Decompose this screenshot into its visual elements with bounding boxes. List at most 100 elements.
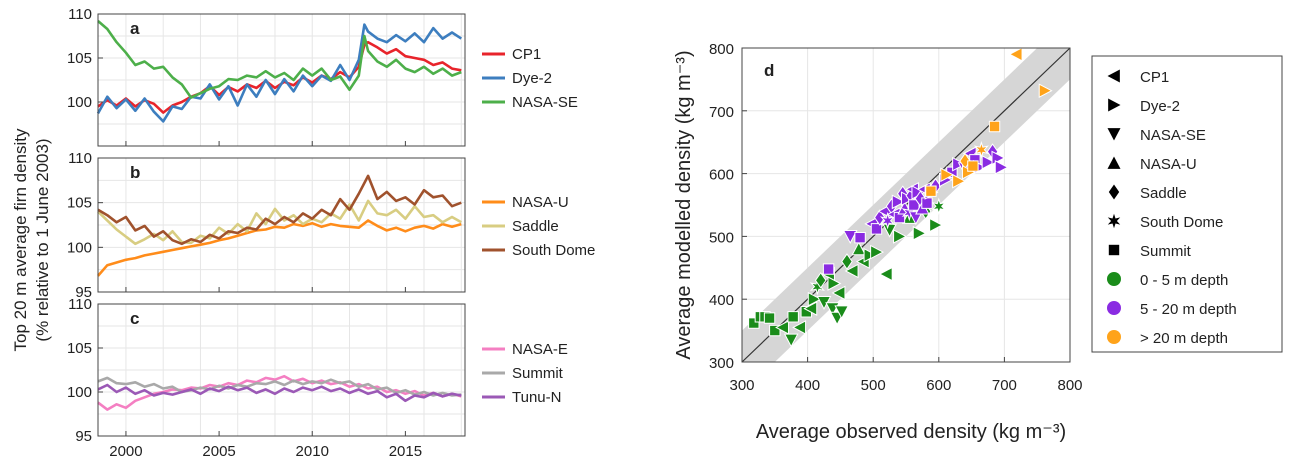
x-tick-label: 2005 [202,443,235,460]
data-point [952,173,967,189]
y-tick-label: 100 [67,384,92,401]
x-tick-label: 400 [795,377,820,394]
legend-label: Dye-2 [512,70,552,87]
data-point [878,266,893,282]
data-point [908,211,924,226]
legend-label: Dye-2 [1140,98,1180,115]
y-tick-label: 105 [67,195,92,212]
y-tick-label: 300 [709,355,734,372]
legend-label: Summit [512,365,564,382]
data-point [893,229,908,244]
data-point [851,241,867,256]
series-line-south-dome [97,174,462,246]
legend-label: South Dome [512,242,595,259]
x-tick-label: 600 [926,377,951,394]
legend-box [1091,55,1283,353]
data-point [844,263,859,279]
legend-label: Summit [1140,243,1192,260]
data-point [775,320,790,335]
y-tick-label: 500 [709,229,734,246]
data-point [807,291,822,307]
y-tick-label: 600 [709,167,734,184]
data-point [763,312,776,324]
legend-label: NASA-SE [1140,127,1206,144]
y-tick-label: 110 [68,150,92,167]
legend-marker-triangle-left [1107,69,1120,83]
legend-label: NASA-SE [512,94,578,111]
legend-marker-triangle-right [1108,98,1121,112]
y-tick-label: 800 [709,41,734,58]
data-point [834,305,850,320]
legend-label: NASA-U [512,194,569,211]
legend-marker-triangle-down [1107,128,1121,141]
series-line-saddle [97,199,462,246]
legend-marker-square [1108,244,1120,256]
data-point [921,197,933,209]
x-tick-label: 700 [992,377,1017,394]
panel-letter: b [130,163,140,182]
data-point [882,223,897,238]
data-point [912,225,927,241]
data-point [1038,83,1053,99]
panel-b: 95 100 105 110 b NASA-U Saddle South Dome [67,150,595,301]
x-axis-label: Average observed density (kg m⁻³) [756,421,1066,443]
x-tick-label: 500 [861,377,886,394]
data-point [967,160,979,172]
panel-d: 300 400 500 600 700 800 300 400 500 600 700 800 d Ave… [673,41,1283,443]
legend-label: > 20 m depth [1140,330,1228,347]
data-point [822,263,835,275]
y-tick-label: 105 [67,340,92,357]
data-point [854,231,866,244]
data-point [940,167,955,183]
y-tick-label: 110 [68,296,92,313]
axes-frame [97,303,466,437]
legend-label: South Dome [1140,214,1223,231]
legend-color-dot [1107,301,1121,315]
data-point [891,194,906,210]
axes-frame [97,13,466,147]
data-point [787,311,799,323]
panel-c: 95 100 105 110 2000 2005 2010 2015 c NASA-E Summit… [67,296,568,460]
shared-ylabel-line2: (% relative to 1 June 2003) [33,138,52,341]
legend-label: 0 - 5 m depth [1140,272,1228,289]
y-tick-label: 95 [75,284,92,301]
legend-color-dot [1107,272,1121,286]
data-point [841,253,853,270]
shared-ylabel-line1: Top 20 m average firn density [11,128,30,352]
legend-label: Saddle [1140,185,1187,202]
series-line-nasa-se [97,20,462,99]
legend-label: Saddle [512,218,559,235]
x-tick-label: 2000 [109,443,142,460]
legend-label: Tunu-N [512,389,561,406]
panel-letter: a [130,19,140,38]
x-tick-label: 2010 [296,443,329,460]
series-line-nasa-u [97,219,462,277]
y-tick-label: 100 [67,239,92,256]
y-axis-label: Average modelled density (kg m⁻³) [673,50,695,359]
legend-label: CP1 [512,46,541,63]
series-line-nasa-e [97,374,462,411]
panel-letter: d [764,61,774,80]
y-tick-label: 700 [709,104,734,121]
series-line-summit [97,376,462,397]
data-point [988,120,1001,133]
x-tick-label: 800 [1057,377,1082,394]
data-point [981,154,996,170]
panel-letter: c [130,309,139,328]
data-point [827,276,842,291]
y-tick-label: 105 [67,50,92,67]
data-point [831,285,846,301]
y-tick-label: 110 [68,6,92,23]
panel-a: 100 105 110 a CP1 Dye-2 NASA-SE [67,6,578,147]
legend-label: CP1 [1140,69,1169,86]
data-point [994,159,1009,175]
axes-frame [741,47,1071,363]
legend-label: NASA-E [512,341,568,358]
x-tick-label: 300 [729,377,754,394]
x-tick-label: 2015 [389,443,422,460]
data-point [842,230,858,244]
legend-label: NASA-U [1140,156,1197,173]
data-point [925,185,937,197]
legend-marker-star [1107,213,1121,229]
y-tick-label: 100 [67,94,92,111]
